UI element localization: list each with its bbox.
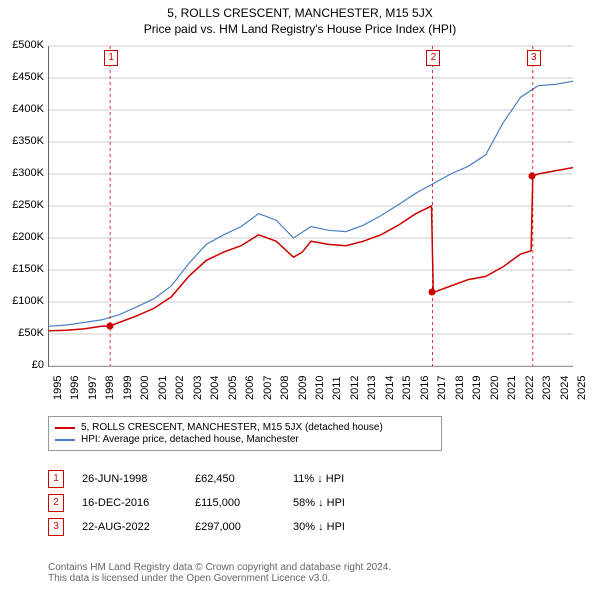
data-point-1 (107, 323, 114, 330)
event-delta: 58% ↓ HPI (293, 497, 373, 509)
x-tick-label: 2020 (489, 376, 501, 400)
legend: 5, ROLLS CRESCENT, MANCHESTER, M15 5JX (… (48, 416, 442, 451)
y-tick-label: £250K (0, 199, 44, 211)
marker-box-3: 3 (527, 50, 541, 66)
y-tick-label: £450K (0, 71, 44, 83)
event-row: 1 26-JUN-1998 £62,450 11% ↓ HPI (48, 470, 568, 488)
plot-svg (49, 46, 573, 366)
x-tick-label: 2005 (227, 376, 239, 400)
y-tick-label: £500K (0, 39, 44, 51)
x-tick-label: 1998 (104, 376, 116, 400)
x-tick-label: 2003 (192, 376, 204, 400)
chart-title: 5, ROLLS CRESCENT, MANCHESTER, M15 5JX (10, 6, 590, 20)
x-tick-label: 2004 (209, 376, 221, 400)
event-row: 2 16-DEC-2016 £115,000 58% ↓ HPI (48, 494, 568, 512)
data-point-3 (528, 172, 535, 179)
chart-titles: 5, ROLLS CRESCENT, MANCHESTER, M15 5JX P… (0, 0, 600, 38)
x-tick-label: 1997 (87, 376, 99, 400)
event-marker-3: 3 (48, 518, 64, 536)
footer-line-2: This data is licensed under the Open Gov… (48, 573, 568, 584)
event-delta: 30% ↓ HPI (293, 521, 373, 533)
x-tick-label: 2012 (349, 376, 361, 400)
x-tick-label: 2011 (331, 376, 343, 400)
footer-line-1: Contains HM Land Registry data © Crown c… (48, 562, 568, 573)
y-tick-label: £350K (0, 135, 44, 147)
x-tick-label: 2010 (314, 376, 326, 400)
x-tick-label: 1996 (69, 376, 81, 400)
event-date: 22-AUG-2022 (82, 521, 177, 533)
x-tick-label: 2016 (419, 376, 431, 400)
legend-label-2: HPI: Average price, detached house, Manc… (81, 434, 299, 445)
footer: Contains HM Land Registry data © Crown c… (48, 562, 568, 584)
x-axis-labels: 1995 1996 1997 1998 1999 2000 2001 2002 2003 2004… (48, 370, 572, 410)
event-price: £115,000 (195, 497, 275, 509)
x-tick-label: 2018 (454, 376, 466, 400)
y-tick-label: £200K (0, 231, 44, 243)
x-tick-label: 2001 (157, 376, 169, 400)
legend-row-2: HPI: Average price, detached house, Manc… (55, 434, 435, 445)
x-tick-label: 2021 (506, 376, 518, 400)
data-point-2 (429, 289, 436, 296)
x-tick-label: 2014 (384, 376, 396, 400)
x-tick-label: 2023 (541, 376, 553, 400)
x-tick-label: 2007 (262, 376, 274, 400)
x-tick-label: 2000 (139, 376, 151, 400)
chart-container: 5, ROLLS CRESCENT, MANCHESTER, M15 5JX P… (0, 0, 600, 590)
x-tick-label: 1999 (122, 376, 134, 400)
x-tick-label: 1995 (52, 376, 64, 400)
y-tick-label: £400K (0, 103, 44, 115)
x-tick-label: 2019 (471, 376, 483, 400)
plot-area: 1 2 3 (48, 46, 573, 367)
event-price: £297,000 (195, 521, 275, 533)
event-date: 16-DEC-2016 (82, 497, 177, 509)
y-tick-label: £300K (0, 167, 44, 179)
legend-swatch-2 (55, 439, 75, 441)
marker-box-2: 2 (426, 50, 440, 66)
chart-subtitle: Price paid vs. HM Land Registry's House … (10, 22, 590, 36)
x-tick-label: 2025 (576, 376, 588, 400)
x-tick-label: 2009 (297, 376, 309, 400)
events-table: 1 26-JUN-1998 £62,450 11% ↓ HPI 2 16-DEC… (48, 464, 568, 542)
event-date: 26-JUN-1998 (82, 473, 177, 485)
x-tick-label: 2022 (524, 376, 536, 400)
x-tick-label: 2015 (401, 376, 413, 400)
gridlines (49, 46, 573, 366)
y-tick-label: £100K (0, 295, 44, 307)
y-tick-label: £150K (0, 263, 44, 275)
event-marker-1: 1 (48, 470, 64, 488)
event-marker-2: 2 (48, 494, 64, 512)
marker-box-1: 1 (104, 50, 118, 66)
x-tick-label: 2002 (174, 376, 186, 400)
event-price: £62,450 (195, 473, 275, 485)
y-tick-label: £0 (0, 359, 44, 371)
x-tick-label: 2008 (279, 376, 291, 400)
legend-label-1: 5, ROLLS CRESCENT, MANCHESTER, M15 5JX (… (81, 422, 383, 433)
legend-row-1: 5, ROLLS CRESCENT, MANCHESTER, M15 5JX (… (55, 422, 435, 433)
x-tick-label: 2017 (436, 376, 448, 400)
y-tick-label: £50K (0, 327, 44, 339)
legend-swatch-1 (55, 427, 75, 429)
x-tick-label: 2024 (559, 376, 571, 400)
event-delta: 11% ↓ HPI (293, 473, 373, 485)
x-tick-label: 2006 (244, 376, 256, 400)
event-row: 3 22-AUG-2022 £297,000 30% ↓ HPI (48, 518, 568, 536)
x-tick-label: 2013 (366, 376, 378, 400)
